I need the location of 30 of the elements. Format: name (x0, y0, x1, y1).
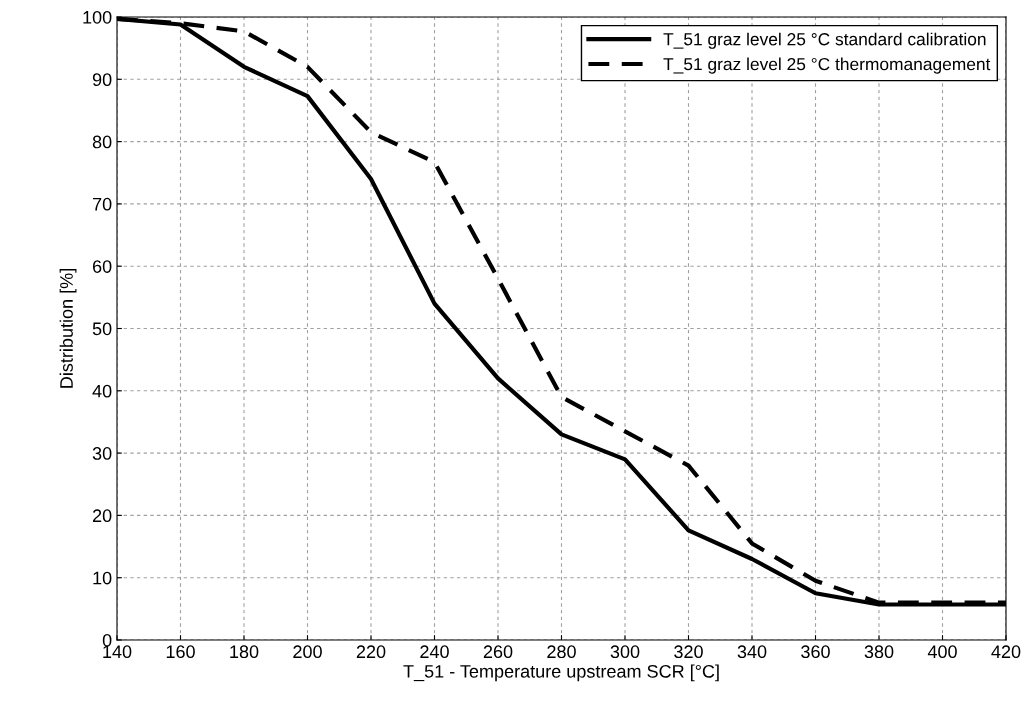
x-tick-label: 360 (801, 645, 830, 659)
x-tick-label: 380 (864, 645, 894, 659)
x-tick-label: 280 (547, 645, 576, 659)
x-tick-label: 140 (103, 645, 132, 659)
x-tick-label: 160 (166, 645, 195, 659)
y-tick-label: 10 (93, 571, 112, 585)
y-tick-label: 40 (92, 384, 112, 398)
x-tick-label: 240 (420, 645, 449, 659)
x-axis-title: T_51 - Temperature upstream SCR [°C] (403, 664, 719, 682)
y-tick-label: 90 (92, 73, 112, 87)
y-tick-label: 0 (102, 633, 112, 647)
y-tick-label: 30 (92, 447, 112, 460)
x-tick-label: 260 (483, 645, 513, 659)
x-tick-label: 320 (674, 645, 703, 659)
y-tick-label: 80 (92, 135, 112, 149)
y-tick-label: 60 (92, 260, 112, 273)
x-tick-label: 420 (991, 645, 1021, 659)
y-tick-label: 100 (83, 10, 112, 24)
x-tick-label: 340 (737, 645, 767, 659)
y-axis-title: Distribution [%] (59, 269, 77, 388)
x-tick-label: 400 (927, 645, 957, 659)
legend-label: T_51 graz level 25 °C thermomanagement (663, 57, 991, 74)
legend-label: T_51 graz level 25 °C standard calibration (663, 32, 986, 49)
y-tick-label: 20 (92, 509, 112, 523)
x-tick-label: 300 (610, 645, 640, 659)
y-tick-label: 50 (92, 322, 112, 336)
x-tick-label: 200 (293, 645, 322, 659)
x-tick-label: 180 (230, 645, 259, 659)
y-tick-label: 70 (92, 197, 112, 211)
x-tick-label: 220 (356, 645, 386, 659)
